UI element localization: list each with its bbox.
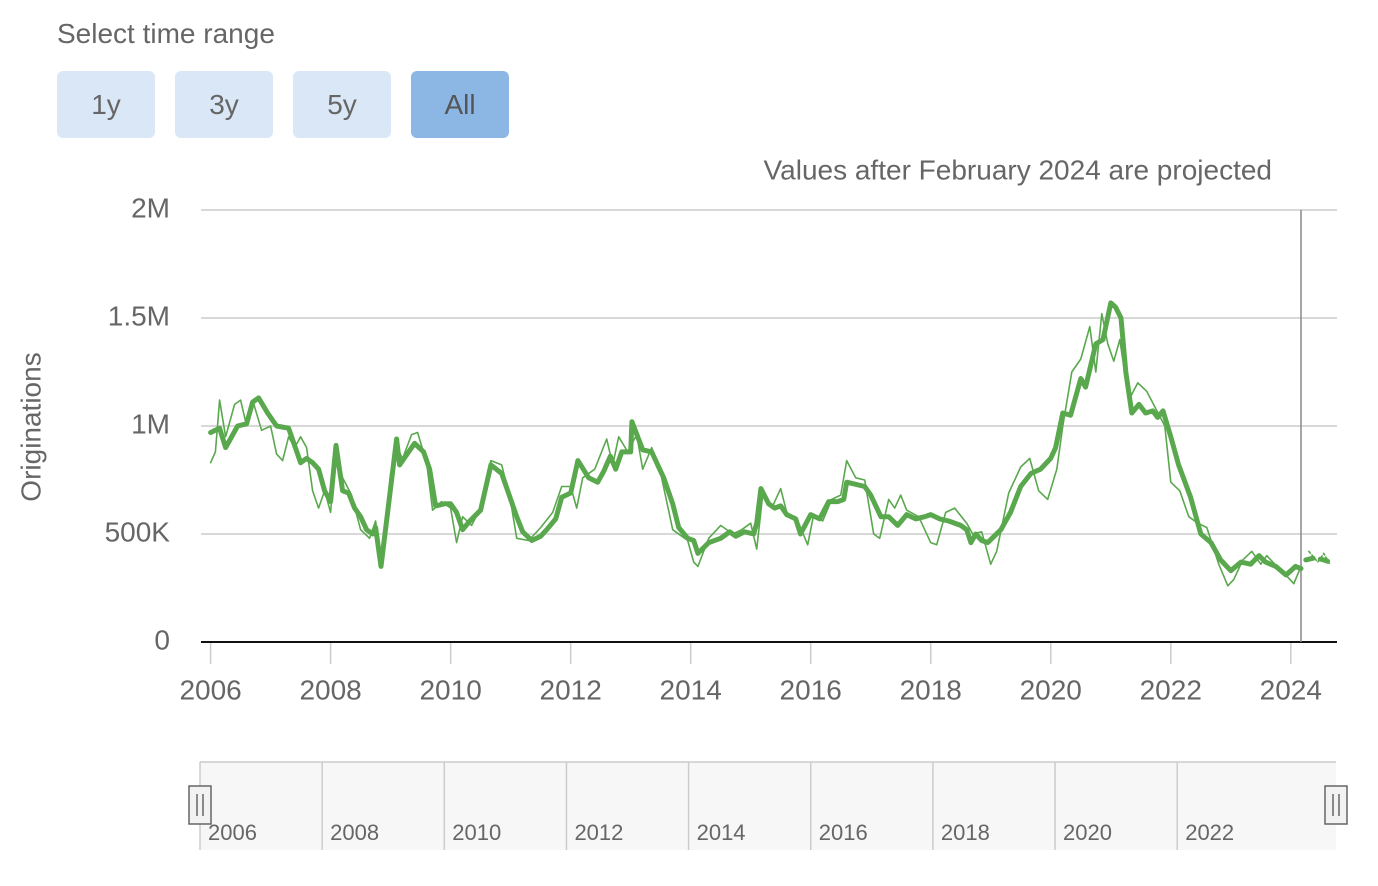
- x-tick-label: 2024: [1260, 674, 1322, 705]
- series-line: [209, 312, 1302, 587]
- range-button[interactable]: 3y: [175, 71, 273, 138]
- navigator-tick-label: 2016: [819, 820, 868, 845]
- navigator-handle: [188, 785, 212, 825]
- x-tick-label: 2010: [419, 674, 481, 705]
- x-tick-label: 2014: [660, 674, 722, 705]
- navigator-tick-label: 2010: [452, 820, 501, 845]
- x-tick-label: 2016: [780, 674, 842, 705]
- x-tick-label: 2018: [900, 674, 962, 705]
- x-tick-label: 2008: [299, 674, 361, 705]
- navigator-tick-label: 2022: [1185, 820, 1234, 845]
- y-axis-title: Originations: [15, 352, 46, 501]
- series-line: [208, 300, 1304, 578]
- navigator-handle: [1324, 785, 1348, 825]
- x-tick-label: 2012: [540, 674, 602, 705]
- navigator-tick-label: 2006: [208, 820, 257, 845]
- annotation: Values after February 2024 are projected: [764, 154, 1272, 185]
- x-tick-label: 2020: [1020, 674, 1082, 705]
- series-line: [1303, 555, 1333, 565]
- y-tick-label: 0: [154, 624, 170, 655]
- navigator-tick-label: 2012: [574, 820, 623, 845]
- range-button[interactable]: All: [411, 71, 509, 138]
- y-tick-label: 500K: [105, 516, 171, 547]
- x-tick-label: 2022: [1140, 674, 1202, 705]
- navigator: [200, 762, 1336, 850]
- y-tick-label: 1.5M: [108, 300, 170, 331]
- range-button[interactable]: 1y: [57, 71, 155, 138]
- y-tick-label: 1M: [131, 408, 170, 439]
- y-tick-label: 2M: [131, 192, 170, 223]
- series-line: [1308, 550, 1331, 565]
- navigator-tick-label: 2014: [697, 820, 746, 845]
- navigator-tick-label: 2018: [941, 820, 990, 845]
- range-label: Select time range: [57, 18, 275, 49]
- navigator-tick-label: 2020: [1063, 820, 1112, 845]
- navigator-tick-label: 2008: [330, 820, 379, 845]
- x-tick-label: 2006: [179, 674, 241, 705]
- range-button[interactable]: 5y: [293, 71, 391, 138]
